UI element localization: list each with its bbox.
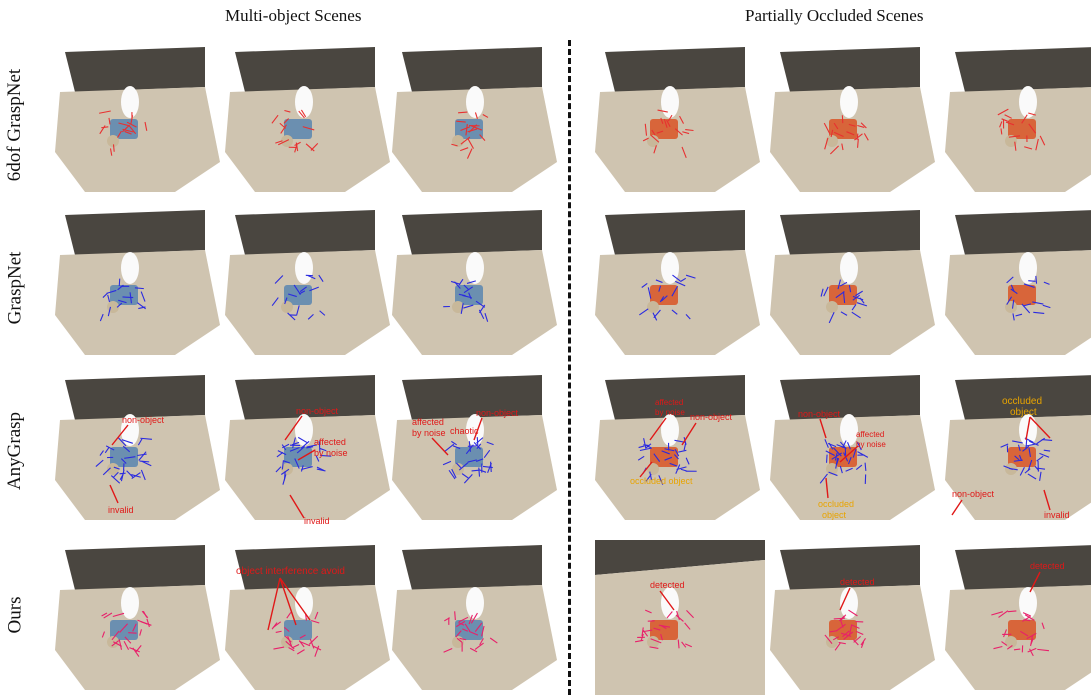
scene-thumbnail xyxy=(225,540,395,695)
scene-thumbnail xyxy=(225,42,395,197)
scene-thumbnail xyxy=(225,370,395,525)
row-label-6dof-graspnet: 6dof GraspNet xyxy=(4,68,26,182)
scene-thumbnail xyxy=(945,540,1091,695)
scene-thumbnail xyxy=(945,370,1091,525)
row-label-anygrasp: AnyGrasp xyxy=(4,411,26,491)
row-label-graspnet: GraspNet xyxy=(4,251,25,325)
scene-thumbnail xyxy=(55,42,225,197)
column-divider xyxy=(568,40,571,695)
scene-thumbnail xyxy=(392,205,562,360)
scene-thumbnail xyxy=(595,42,765,197)
scene-thumbnail xyxy=(595,540,765,695)
scene-thumbnail xyxy=(55,205,225,360)
scene-thumbnail xyxy=(392,540,562,695)
scene-thumbnail xyxy=(392,370,562,525)
scene-thumbnail xyxy=(392,42,562,197)
scene-thumbnail xyxy=(770,370,940,525)
scene-thumbnail xyxy=(945,205,1091,360)
header-multi-object: Multi-object Scenes xyxy=(225,6,362,25)
scene-thumbnail xyxy=(770,42,940,197)
scene-thumbnail xyxy=(55,370,225,525)
row-label-ours: Ours xyxy=(4,596,26,634)
scene-thumbnail xyxy=(595,205,765,360)
scene-thumbnail xyxy=(770,540,940,695)
scene-thumbnail xyxy=(770,205,940,360)
scene-thumbnail xyxy=(55,540,225,695)
scene-thumbnail xyxy=(595,370,765,525)
scene-thumbnail xyxy=(225,205,395,360)
scene-thumbnail xyxy=(945,42,1091,197)
header-partially-occluded: Partially Occluded Scenes xyxy=(745,6,924,25)
